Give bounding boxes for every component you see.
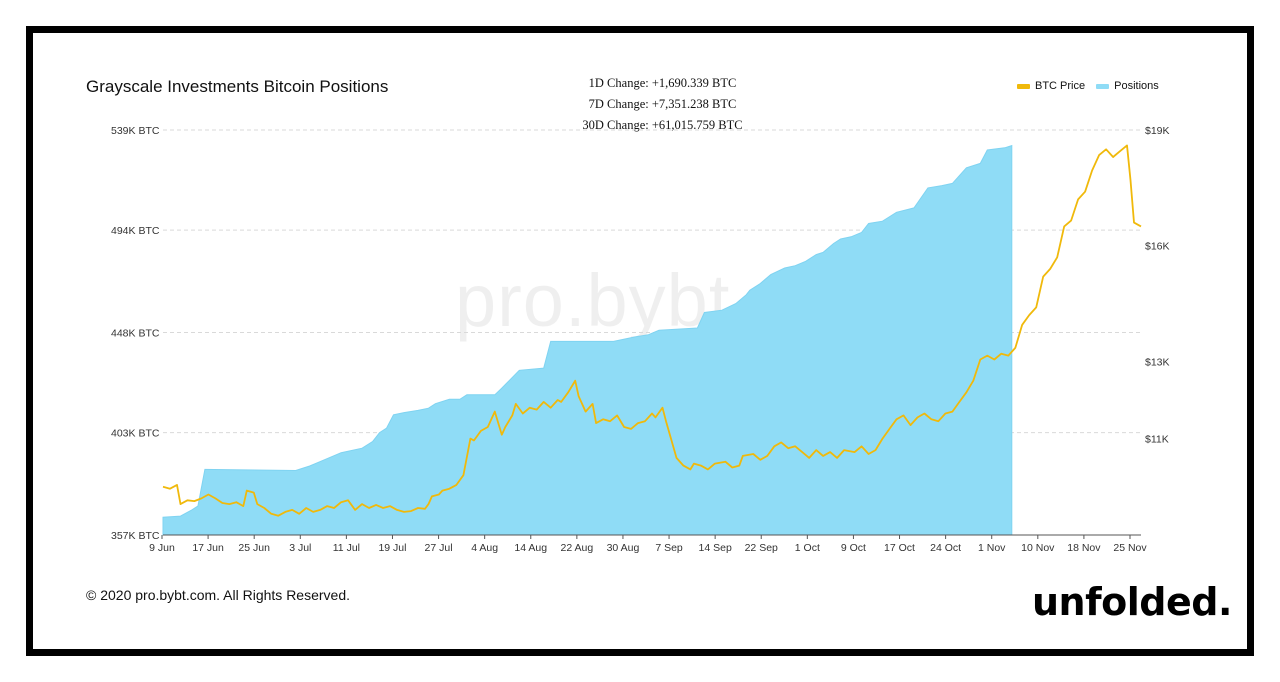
y-left-tick-label: 448K BTC (111, 328, 160, 340)
x-tick-label: 19 Jul (378, 542, 406, 554)
x-tick-label: 9 Jun (149, 542, 175, 554)
legend: BTC Price Positions (1017, 80, 1170, 92)
x-tick-label: 22 Aug (561, 542, 594, 554)
legend-label-positions: Positions (1114, 80, 1159, 92)
x-tick-label: 25 Nov (1113, 542, 1147, 554)
x-tick-label: 27 Jul (425, 542, 453, 554)
x-tick-label: 3 Jul (289, 542, 311, 554)
x-tick-label: 17 Jun (192, 542, 224, 554)
positions-area (162, 144, 1013, 536)
legend-swatch-positions (1096, 83, 1110, 89)
x-tick-label: 14 Sep (699, 542, 732, 554)
x-tick-label: 22 Sep (745, 542, 778, 554)
copyright-text: © 2020 pro.bybt.com. All Rights Reserved… (86, 587, 350, 603)
x-tick-label: 11 Jul (333, 542, 360, 554)
legend-item-btc-price[interactable]: BTC Price (1017, 80, 1085, 92)
change-30d: 30D Change: +61,015.759 BTC (582, 118, 743, 132)
change-annotations: 1D Change: +1,690.339 BTC 7D Change: +7,… (560, 73, 765, 136)
chart-title: Grayscale Investments Bitcoin Positions (86, 77, 389, 96)
btc-price-line (162, 144, 1142, 517)
x-tick-label: 30 Aug (607, 542, 640, 554)
y-left-tick-label: 539K BTC (111, 125, 160, 137)
y-left-tick-label: 494K BTC (111, 225, 160, 237)
brand-logo: unfolded. (1032, 580, 1232, 624)
x-tick-label: 14 Aug (514, 542, 547, 554)
x-tick-label: 10 Nov (1021, 542, 1055, 554)
change-1d: 1D Change: +1,690.339 BTC (588, 76, 737, 90)
x-tick-label: 7 Sep (655, 542, 683, 554)
x-tick-label: 4 Aug (471, 542, 498, 554)
legend-label-btc-price: BTC Price (1035, 80, 1086, 92)
x-tick-label: 25 Jun (238, 542, 270, 554)
legend-item-positions[interactable]: Positions (1096, 80, 1159, 92)
y-right-tick-label: $19K (1145, 125, 1170, 137)
y-left-tick-label: 403K BTC (111, 428, 160, 440)
change-7d: 7D Change: +7,351.238 BTC (588, 97, 737, 111)
x-tick-label: 18 Nov (1067, 542, 1101, 554)
y-right-tick-label: $11K (1145, 434, 1169, 446)
y-left-tick-label: 357K BTC (111, 530, 160, 542)
x-tick-label: 24 Oct (930, 542, 961, 554)
x-tick-label: 17 Oct (884, 542, 915, 554)
y-right-tick-label: $13K (1145, 356, 1170, 368)
x-tick-label: 1 Nov (978, 542, 1006, 554)
x-tick-label: 1 Oct (795, 542, 820, 554)
x-tick-label: 9 Oct (841, 542, 866, 554)
legend-swatch-btc-price (1017, 83, 1030, 89)
y-right-tick-label: $16K (1145, 241, 1170, 253)
